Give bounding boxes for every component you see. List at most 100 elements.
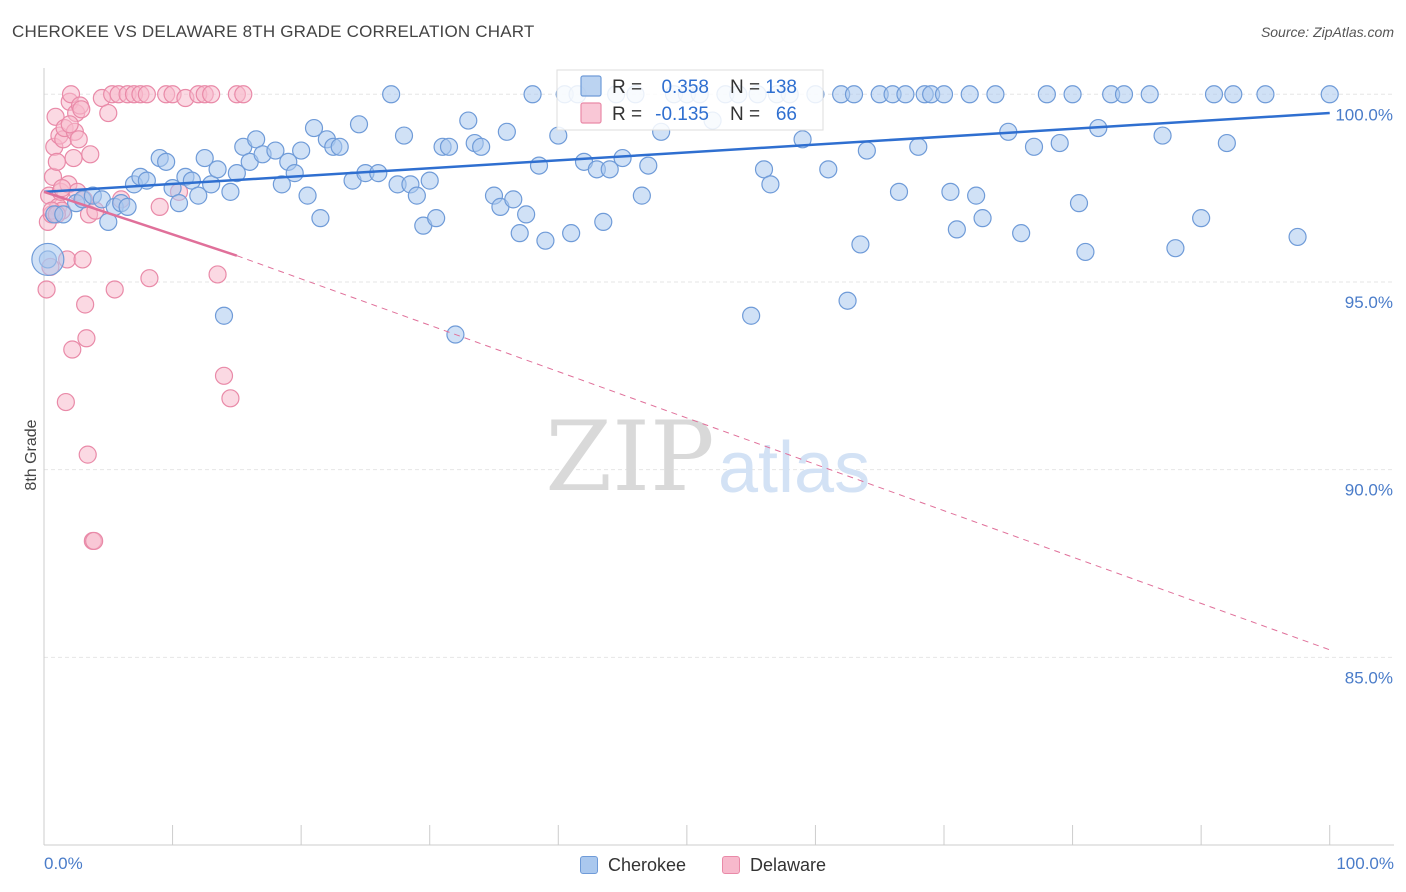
legend-swatch-cherokee — [579, 856, 598, 874]
cherokee-point — [407, 186, 426, 205]
cherokee-point — [754, 160, 774, 179]
cherokee-point — [227, 164, 246, 183]
delaware-point — [37, 280, 56, 299]
cherokee-point — [510, 224, 529, 243]
stats-n-value: 138 — [765, 77, 797, 98]
cherokee-point — [947, 220, 966, 239]
stats-n-label: N = — [730, 104, 760, 125]
legend-item-delaware: Delaware — [722, 855, 826, 876]
cherokee-point — [1288, 227, 1307, 247]
cherokee-point — [960, 85, 979, 104]
delaware-point — [99, 103, 118, 123]
cherokee-point — [594, 212, 613, 231]
y-tick-label: 85.0% — [1345, 668, 1393, 687]
cherokee-point — [1204, 85, 1224, 104]
y-tick-label: 95.0% — [1345, 293, 1393, 312]
delaware-point — [137, 85, 156, 104]
cherokee-point — [1256, 85, 1275, 104]
delaware-point — [52, 179, 72, 198]
delaware-point — [140, 269, 159, 288]
delaware-point — [72, 100, 91, 119]
legend-item-cherokee: Cherokee — [579, 854, 686, 876]
cherokee-point — [600, 160, 619, 179]
delaware-point — [150, 197, 169, 216]
cherokee-point — [208, 160, 227, 179]
cherokee-point — [1069, 194, 1089, 213]
delaware-trend-extension — [236, 255, 1330, 651]
delaware-point — [78, 445, 97, 464]
stats-r-label: R = — [612, 77, 642, 98]
cherokee-point — [761, 175, 780, 194]
delaware-point — [81, 145, 100, 164]
cherokee-point — [851, 235, 870, 254]
cherokee-point — [504, 190, 523, 209]
cherokee-point — [420, 171, 439, 190]
delaware-point — [202, 85, 221, 104]
cherokee-point — [247, 130, 266, 149]
cherokee-point — [382, 85, 401, 104]
cherokee-point — [973, 209, 992, 228]
cherokee-point — [838, 291, 857, 310]
cherokee-point — [439, 137, 459, 156]
cherokee-point — [1037, 85, 1056, 104]
cherokee-point — [1224, 85, 1243, 104]
delaware-point — [208, 265, 227, 284]
cherokee-point — [1024, 137, 1044, 156]
legend-label-cherokee: Cherokee — [607, 854, 686, 875]
cherokee-point — [272, 175, 291, 194]
cherokee-point — [1153, 126, 1172, 145]
cherokee-point — [1076, 242, 1095, 262]
cherokee-point — [189, 186, 208, 205]
cherokee-point — [311, 209, 330, 228]
cherokee-point-large — [31, 242, 65, 277]
cherokee-point — [472, 137, 491, 156]
watermark-atlas: atlas — [718, 428, 870, 508]
stats-r-label: R = — [612, 104, 642, 125]
cherokee-point — [941, 182, 960, 201]
cherokee-point — [330, 137, 349, 156]
cherokee-point — [221, 182, 240, 201]
cherokee-point — [909, 137, 928, 156]
cherokee-point — [427, 209, 446, 228]
cherokee-point — [1166, 239, 1185, 258]
delaware-point — [47, 152, 66, 171]
bottom-legend: Cherokee Delaware — [0, 852, 1406, 878]
cherokee-point — [349, 115, 369, 134]
cherokee-point — [844, 85, 864, 104]
legend-swatch-delaware — [722, 856, 740, 874]
cherokee-point — [517, 205, 536, 224]
delaware-point — [105, 280, 124, 299]
cherokee-point — [613, 148, 632, 168]
watermark-zip: ZIP — [545, 401, 714, 513]
cherokee-point — [896, 85, 915, 104]
delaware-point — [64, 148, 83, 168]
cherokee-point — [793, 130, 812, 149]
delaware-point — [234, 85, 253, 104]
cherokee-point — [304, 118, 324, 138]
watermark: ZIP atlas — [545, 401, 870, 513]
cherokee-point — [292, 141, 311, 160]
delaware-point — [77, 329, 96, 348]
cherokee-point — [195, 148, 214, 168]
delaware-point — [85, 531, 104, 551]
x-tick-label: 100.0% — [1336, 854, 1394, 873]
x-tick-label: 0.0% — [44, 854, 83, 873]
cherokee-point — [285, 164, 304, 183]
stats-legend-swatch — [580, 75, 602, 97]
cherokee-point — [742, 306, 761, 325]
stats-r-value: -0.135 — [655, 104, 709, 125]
delaware-point — [221, 389, 240, 408]
delaware-trend-line — [43, 190, 238, 257]
stats-n-label: N = — [730, 77, 760, 98]
cherokee-point — [934, 85, 954, 104]
cherokee-point — [529, 156, 549, 175]
y-axis-label: 8th Grade — [23, 419, 40, 490]
cherokee-point — [819, 160, 838, 179]
cherokee-point — [1063, 85, 1082, 104]
cherokee-point — [169, 194, 189, 213]
cherokee-point — [1320, 85, 1339, 104]
cherokee-point — [857, 141, 876, 160]
cherokee-point — [1050, 133, 1069, 153]
chart-source: Source: ZipAtlas.com — [1260, 24, 1394, 40]
